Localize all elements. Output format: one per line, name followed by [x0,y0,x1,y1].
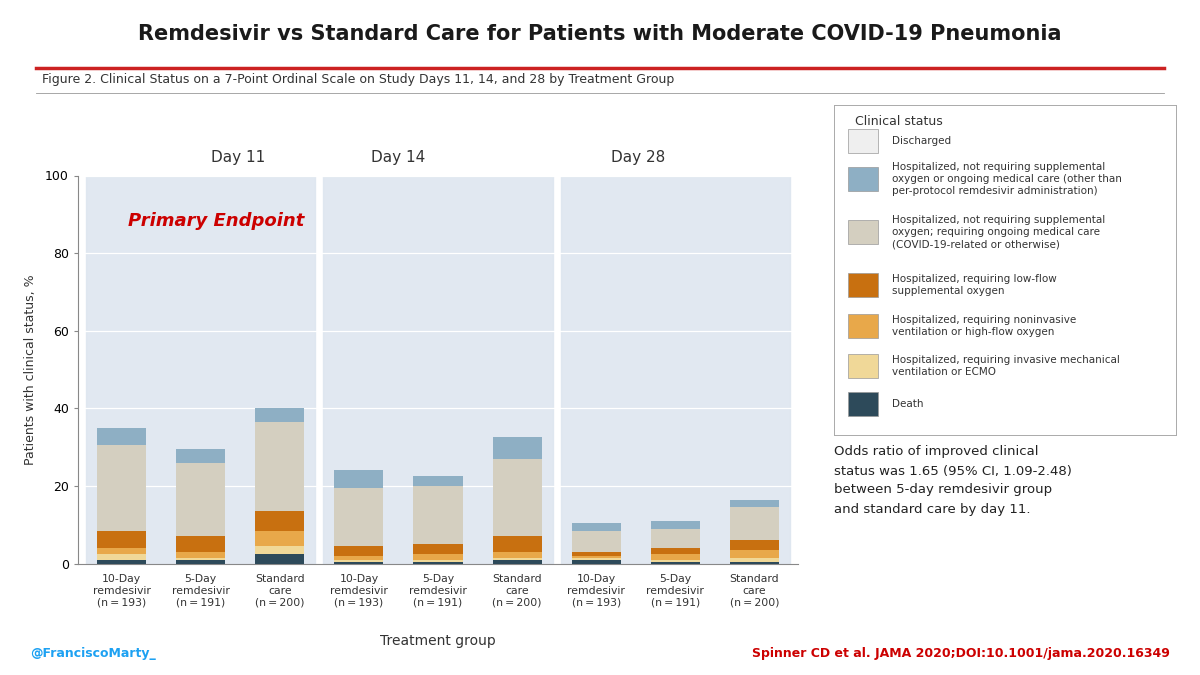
Bar [730,540,779,550]
Bar [492,558,541,560]
Bar [730,508,779,540]
Bar [730,500,779,508]
Bar [730,550,779,558]
Bar [335,560,384,562]
Bar [176,560,226,564]
Bar [650,548,700,554]
Bar [492,459,541,537]
Bar [571,556,620,558]
Bar [650,560,700,562]
Bar [176,463,226,537]
Bar [414,486,462,544]
Bar [847,392,878,416]
Bar [650,521,700,529]
Text: Hospitalized, not requiring supplemental
oxygen or ongoing medical care (other t: Hospitalized, not requiring supplemental… [892,161,1122,196]
Y-axis label: Patients with clinical status, %: Patients with clinical status, % [24,274,37,465]
Bar [650,554,700,560]
Bar [847,273,878,297]
Text: Day 14: Day 14 [371,151,425,165]
Text: Hospitalized, requiring invasive mechanical
ventilation or ECMO: Hospitalized, requiring invasive mechani… [892,355,1120,377]
Bar [414,562,462,564]
Text: Hospitalized, requiring low-flow
supplemental oxygen: Hospitalized, requiring low-flow supplem… [892,273,1057,296]
Bar [847,220,878,244]
Bar [492,552,541,558]
Bar [492,560,541,564]
Bar [847,129,878,153]
Bar [414,560,462,562]
Text: Figure 2. Clinical Status on a 7-Point Ordinal Scale on Study Days 11, 14, and 2: Figure 2. Clinical Status on a 7-Point O… [42,73,674,86]
Bar [414,544,462,554]
Bar [492,537,541,552]
Bar [335,556,384,560]
Bar [97,446,146,531]
Bar [571,560,620,564]
Bar [86,176,316,564]
Bar [571,552,620,556]
Bar [571,523,620,531]
Bar [650,529,700,548]
Bar [650,562,700,564]
Bar [97,428,146,446]
Bar [176,558,226,560]
Bar [97,531,146,548]
Text: Treatment group: Treatment group [380,634,496,648]
Bar [335,470,384,488]
Bar [256,531,305,546]
Text: Hospitalized, not requiring supplemental
oxygen; requiring ongoing medical care
: Hospitalized, not requiring supplemental… [892,215,1105,249]
Bar [571,531,620,552]
Bar [97,560,146,564]
Text: Clinical status: Clinical status [854,115,942,128]
Bar [414,554,462,560]
Bar [176,537,226,552]
Bar [256,422,305,511]
Text: Death: Death [892,399,924,409]
Text: Hospitalized, requiring noninvasive
ventilation or high-flow oxygen: Hospitalized, requiring noninvasive vent… [892,315,1076,338]
Bar [256,511,305,531]
Text: Odds ratio of improved clinical
status was 1.65 (95% CI, 1.09-2.48)
between 5-da: Odds ratio of improved clinical status w… [834,446,1072,516]
Bar [571,558,620,560]
Bar [730,558,779,562]
Bar [847,167,878,191]
Text: Spinner CD et al. JAMA 2020;DOI:10.1001/jama.2020.16349: Spinner CD et al. JAMA 2020;DOI:10.1001/… [752,647,1170,660]
Text: Primary Endpoint: Primary Endpoint [128,212,305,230]
Bar [730,562,779,564]
Bar [97,554,146,560]
Text: Remdesivir vs Standard Care for Patients with Moderate COVID-19 Pneumonia: Remdesivir vs Standard Care for Patients… [138,24,1062,44]
Bar [335,488,384,546]
Bar [847,315,878,338]
Text: Day 28: Day 28 [611,151,665,165]
Bar [492,437,541,459]
Text: Day 11: Day 11 [211,151,265,165]
Text: @FranciscoMarty_: @FranciscoMarty_ [30,647,156,660]
Bar [335,546,384,556]
Bar [97,548,146,554]
Bar [256,554,305,564]
Bar [176,552,226,558]
Bar [414,477,462,486]
Bar [256,408,305,422]
Bar [335,562,384,564]
Bar [176,449,226,463]
Text: Discharged: Discharged [892,136,952,146]
Bar [323,176,553,564]
Bar [847,354,878,378]
Bar [560,176,790,564]
Bar [256,546,305,554]
